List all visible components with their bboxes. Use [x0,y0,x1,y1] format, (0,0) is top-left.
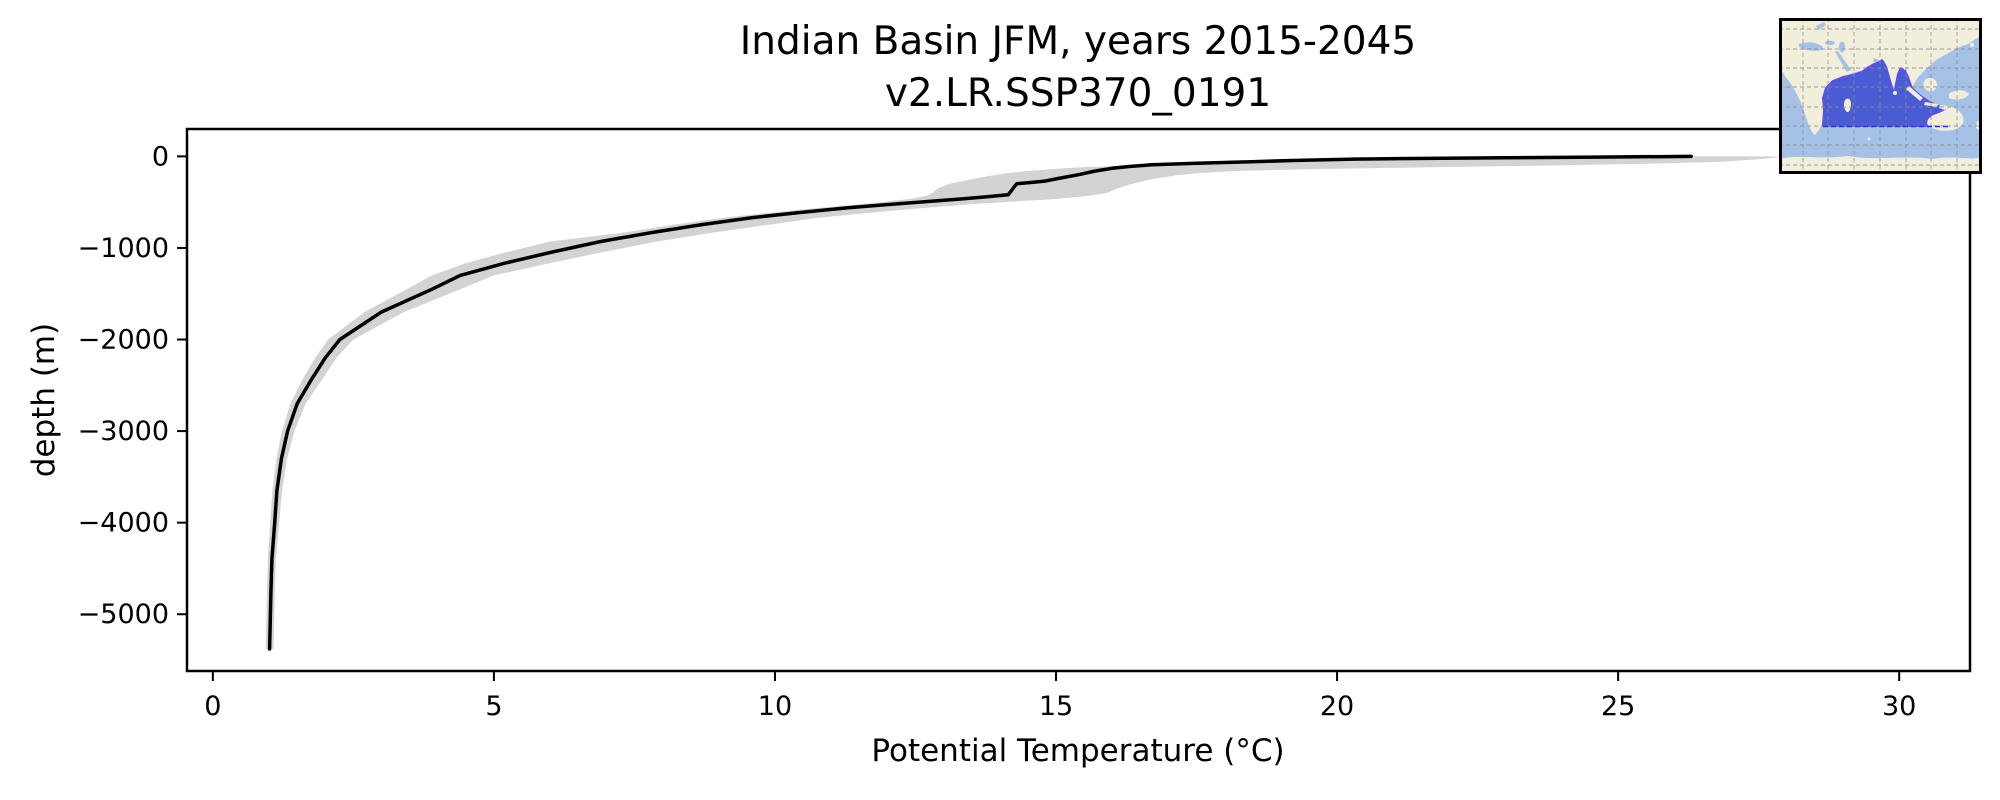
map-sea-redsea [1835,51,1851,72]
y-tick-label: −3000 [78,416,169,447]
x-tick-label: 20 [1320,691,1354,722]
std-envelope-band [265,156,1782,649]
map-sea-caspian [1839,41,1845,53]
map-island-madagascar [1843,98,1851,113]
x-tick-label: 5 [485,691,502,722]
mean-profile-line [267,154,1693,651]
map-border [1779,18,1982,174]
x-tick-label: 25 [1601,691,1635,722]
x-tick-label: 10 [758,691,792,722]
x-tick-label: 15 [1039,691,1073,722]
map-island-srilanka [1893,91,1897,95]
y-tick-label: −5000 [78,599,169,630]
map-gridlines [1779,18,1982,174]
chart-title-line1: Indian Basin JFM, years 2015-2045 [739,19,1417,64]
map-island-newguinea [1949,90,1969,100]
map-island-japan2 [1970,43,1974,47]
map-island-sumatra [1906,86,1923,101]
y-tick-label: −2000 [78,325,169,356]
map-island-timor [1939,105,1947,110]
map-island-japan [1965,36,1971,42]
axes-spines [185,127,1972,673]
chart-title-line2: v2.LR.SSP370_0191 [884,71,1272,116]
y-tick-label: −1000 [78,233,169,264]
y-tick-label: −4000 [78,508,169,539]
map-island-dot [1867,137,1871,141]
map-sea-baltic [1816,22,1826,30]
map-sea-black [1825,40,1835,46]
x-tick-label: 0 [204,691,221,722]
basin-locator-map [1779,18,1982,174]
map-island-borneo [1923,77,1937,92]
x-tick-label: 30 [1882,691,1916,722]
y-tick-label: 0 [152,141,169,172]
x-axis-label: Potential Temperature (°C) [871,733,1285,769]
